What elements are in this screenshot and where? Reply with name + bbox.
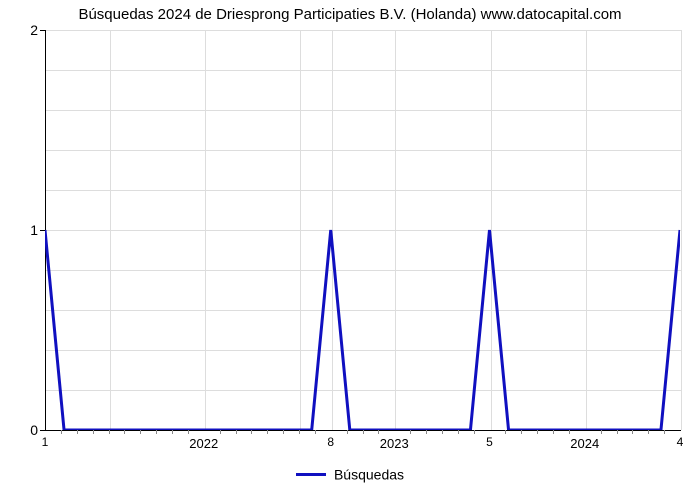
y-tick-label: 2: [30, 22, 38, 38]
y-tick: [40, 30, 45, 31]
x-minor-tick: [537, 430, 538, 434]
x-minor-tick: [648, 430, 649, 434]
x-major-label: 2023: [380, 436, 409, 451]
x-minor-tick: [172, 430, 173, 434]
x-mid-label: 5: [486, 435, 493, 449]
x-minor-tick: [315, 430, 316, 434]
x-major-label: 2024: [570, 436, 599, 451]
x-edge-label-left: 1: [42, 435, 49, 449]
y-tick: [40, 230, 45, 231]
legend-swatch: [296, 473, 326, 476]
y-tick: [40, 430, 45, 431]
x-minor-tick: [553, 430, 554, 434]
x-minor-tick: [188, 430, 189, 434]
x-minor-tick: [426, 430, 427, 434]
x-minor-tick: [77, 430, 78, 434]
x-minor-tick: [569, 430, 570, 434]
x-minor-tick: [410, 430, 411, 434]
x-minor-tick: [283, 430, 284, 434]
x-mid-label: 8: [327, 435, 334, 449]
legend: Búsquedas: [0, 465, 700, 482]
x-minor-tick: [109, 430, 110, 434]
x-minor-tick: [156, 430, 157, 434]
x-minor-tick: [442, 430, 443, 434]
chart-container: Búsquedas 2024 de Driesprong Participati…: [0, 0, 700, 500]
y-tick-label: 1: [30, 222, 38, 238]
y-tick-label: 0: [30, 422, 38, 438]
x-minor-tick: [220, 430, 221, 434]
x-minor-tick: [347, 430, 348, 434]
x-minor-tick: [299, 430, 300, 434]
x-minor-tick: [505, 430, 506, 434]
x-minor-tick: [61, 430, 62, 434]
x-minor-tick: [601, 430, 602, 434]
x-minor-tick: [617, 430, 618, 434]
x-minor-tick: [93, 430, 94, 434]
x-minor-tick: [251, 430, 252, 434]
x-minor-tick: [521, 430, 522, 434]
x-minor-tick: [124, 430, 125, 434]
legend-label: Búsquedas: [334, 466, 404, 482]
x-minor-tick: [458, 430, 459, 434]
data-line: [45, 30, 680, 430]
x-minor-tick: [140, 430, 141, 434]
x-minor-tick: [267, 430, 268, 434]
x-minor-tick: [664, 430, 665, 434]
x-minor-tick: [474, 430, 475, 434]
chart-title: Búsquedas 2024 de Driesprong Participati…: [0, 6, 700, 23]
x-minor-tick: [236, 430, 237, 434]
x-major-label: 2022: [189, 436, 218, 451]
x-minor-tick: [378, 430, 379, 434]
x-minor-tick: [363, 430, 364, 434]
x-minor-tick: [632, 430, 633, 434]
grid-line-vertical: [681, 30, 682, 430]
x-edge-label-right: 4: [677, 435, 684, 449]
